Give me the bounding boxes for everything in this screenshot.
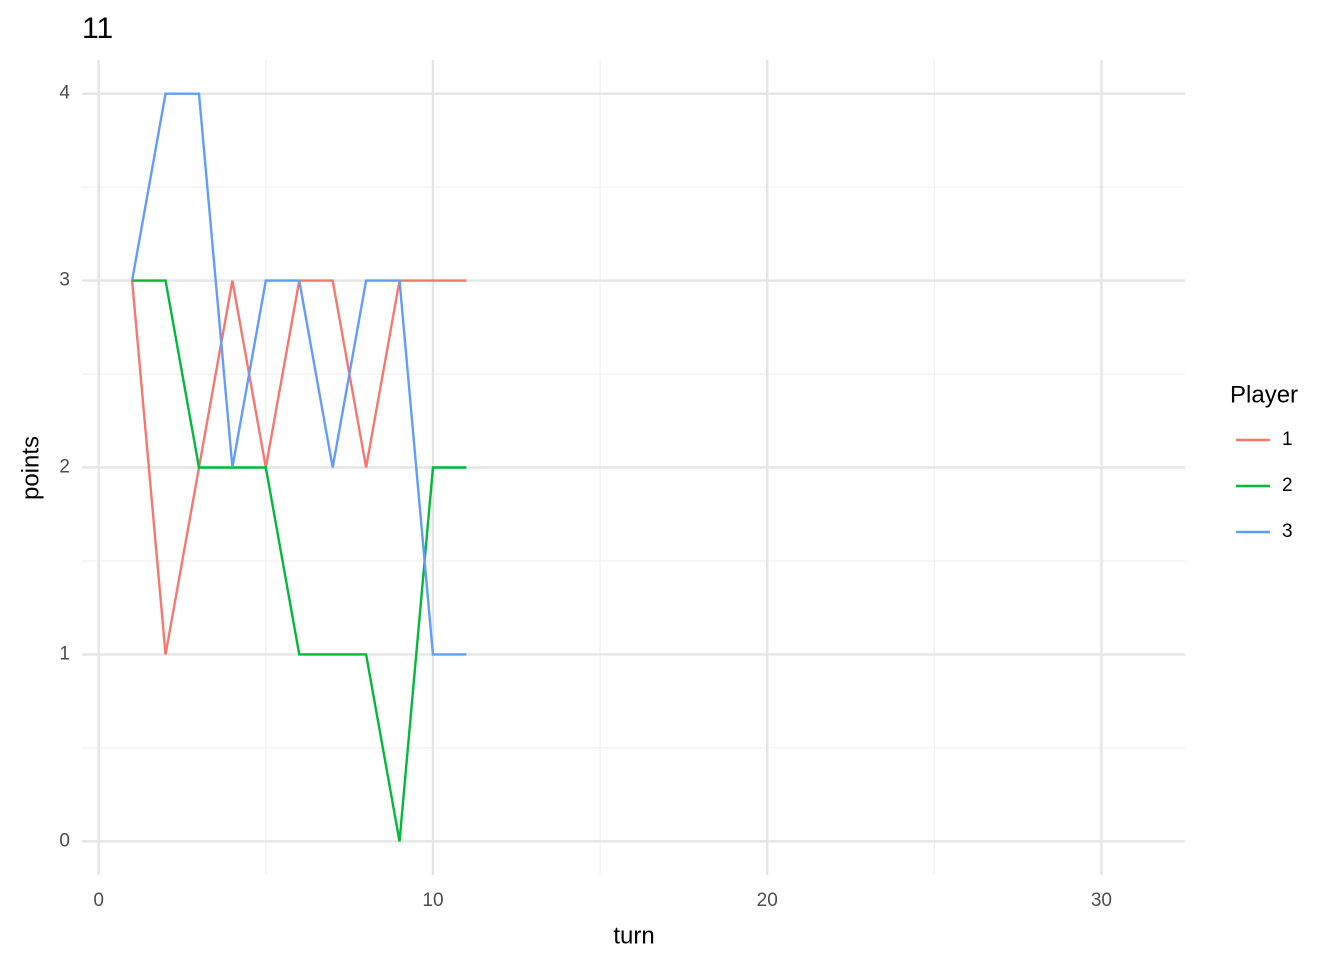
x-tick-label: 0 <box>93 890 104 911</box>
x-tick-label: 30 <box>1091 890 1112 911</box>
legend-label: 3 <box>1282 521 1293 542</box>
y-tick-label: 4 <box>59 83 70 104</box>
legend-title: Player <box>1230 381 1298 408</box>
series-line <box>130 92 467 656</box>
y-axis-label: points <box>17 436 44 500</box>
x-tick-label: 10 <box>422 890 443 911</box>
series-line <box>132 279 467 842</box>
chart-title: 11 <box>82 12 113 45</box>
y-tick-label: 0 <box>59 830 70 851</box>
x-tick-label: 20 <box>757 890 778 911</box>
legend-label: 2 <box>1282 475 1293 496</box>
x-axis-label: turn <box>613 922 654 949</box>
y-tick-label: 3 <box>59 270 70 291</box>
y-tick-label: 1 <box>59 643 70 664</box>
y-tick-label: 2 <box>59 457 70 478</box>
legend-label: 1 <box>1282 429 1293 450</box>
